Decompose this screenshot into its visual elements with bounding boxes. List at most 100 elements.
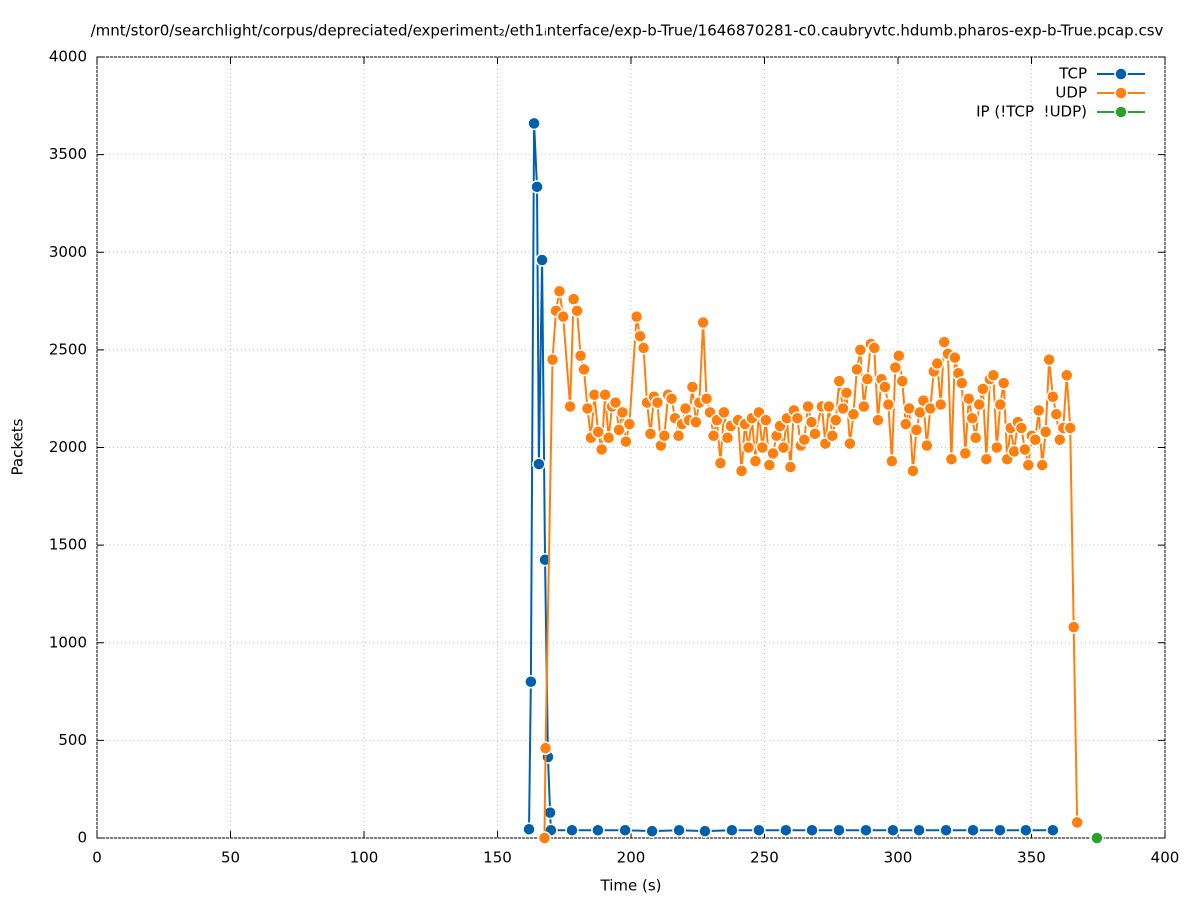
data-point [829, 413, 843, 427]
data-point [720, 430, 735, 445]
data-point [1018, 442, 1032, 457]
data-point [619, 434, 633, 449]
data-point [1066, 620, 1081, 634]
data-point [591, 823, 605, 837]
data-point [958, 446, 973, 461]
data-point [734, 464, 749, 478]
data-point [1090, 831, 1104, 845]
data-point [966, 823, 980, 837]
data-point [1028, 432, 1042, 447]
data-point [678, 401, 693, 416]
data-point [1035, 458, 1049, 472]
y-tick-label: 4000 [49, 48, 87, 66]
data-point [965, 411, 979, 425]
x-axis-label: Time (s) [600, 877, 662, 895]
data-point [741, 440, 756, 455]
data-point [1046, 389, 1060, 404]
data-point [843, 436, 857, 451]
data-point [580, 401, 595, 416]
data-point [962, 391, 976, 406]
x-tick-label: 350 [1017, 849, 1046, 867]
y-tick-label: 0 [77, 829, 87, 847]
data-point [909, 423, 924, 437]
data-point [886, 823, 900, 837]
data-point [846, 407, 861, 422]
data-point [801, 399, 815, 414]
y-axis-label: Packets [9, 418, 27, 475]
data-point [657, 429, 672, 443]
data-point [1014, 421, 1029, 435]
data-point [672, 823, 686, 837]
data-point [898, 417, 913, 431]
data-point [871, 413, 885, 427]
data-point [563, 399, 577, 414]
data-point [748, 454, 763, 468]
data-point [939, 823, 953, 837]
data-point [1007, 444, 1021, 459]
data-point [629, 309, 644, 324]
data-point [920, 438, 934, 453]
x-tick-label: 300 [884, 849, 913, 867]
data-point [881, 397, 896, 412]
data-point [853, 343, 868, 357]
data-point [979, 452, 994, 466]
x-tick-label: 250 [750, 849, 779, 867]
data-point [976, 382, 990, 396]
y-tick-label: 1000 [49, 633, 87, 651]
data-point [535, 253, 549, 267]
data-point [888, 360, 903, 375]
data-point [622, 417, 637, 431]
data-point [1019, 823, 1033, 837]
legend-marker [1114, 105, 1128, 119]
data-point [867, 341, 881, 355]
data-point [633, 329, 647, 343]
data-point [860, 372, 875, 386]
data-point [759, 413, 773, 427]
x-tick-label: 400 [1151, 849, 1180, 867]
data-point [906, 464, 920, 478]
data-point [857, 399, 871, 414]
data-point [968, 430, 983, 445]
data-point [725, 823, 739, 837]
data-point [524, 675, 538, 689]
data-point [797, 432, 812, 447]
y-tick-label: 2000 [49, 438, 87, 456]
data-point [832, 374, 847, 388]
data-point [698, 824, 712, 838]
data-point [608, 395, 623, 410]
data-point [996, 376, 1011, 390]
data-point [530, 180, 544, 194]
data-point [944, 452, 959, 466]
data-point [565, 823, 579, 837]
legend-marker [1114, 86, 1128, 100]
x-tick-label: 50 [221, 849, 240, 867]
legend-label: IP (!TCP !UDP) [976, 103, 1087, 121]
data-point [552, 284, 567, 299]
data-point [696, 315, 710, 330]
data-point [948, 350, 962, 365]
data-point [892, 348, 906, 363]
data-point [594, 442, 609, 457]
data-point [664, 391, 679, 406]
data-point [885, 454, 899, 468]
data-point [645, 824, 659, 838]
data-point [1063, 421, 1077, 435]
data-point [972, 397, 986, 412]
data-point [598, 388, 612, 402]
legend-marker [1114, 67, 1128, 81]
data-point [822, 399, 836, 414]
data-point [618, 823, 632, 837]
data-point [522, 822, 536, 836]
data-point [912, 823, 926, 837]
x-tick-label: 200 [617, 849, 646, 867]
data-point [527, 116, 541, 131]
data-point [766, 446, 780, 461]
x-tick-label: 100 [350, 849, 379, 867]
data-point [612, 423, 626, 437]
data-point [577, 362, 591, 377]
data-point [1042, 352, 1056, 367]
data-point [689, 415, 703, 429]
series-line [528, 123, 1053, 833]
data-point [591, 425, 605, 439]
